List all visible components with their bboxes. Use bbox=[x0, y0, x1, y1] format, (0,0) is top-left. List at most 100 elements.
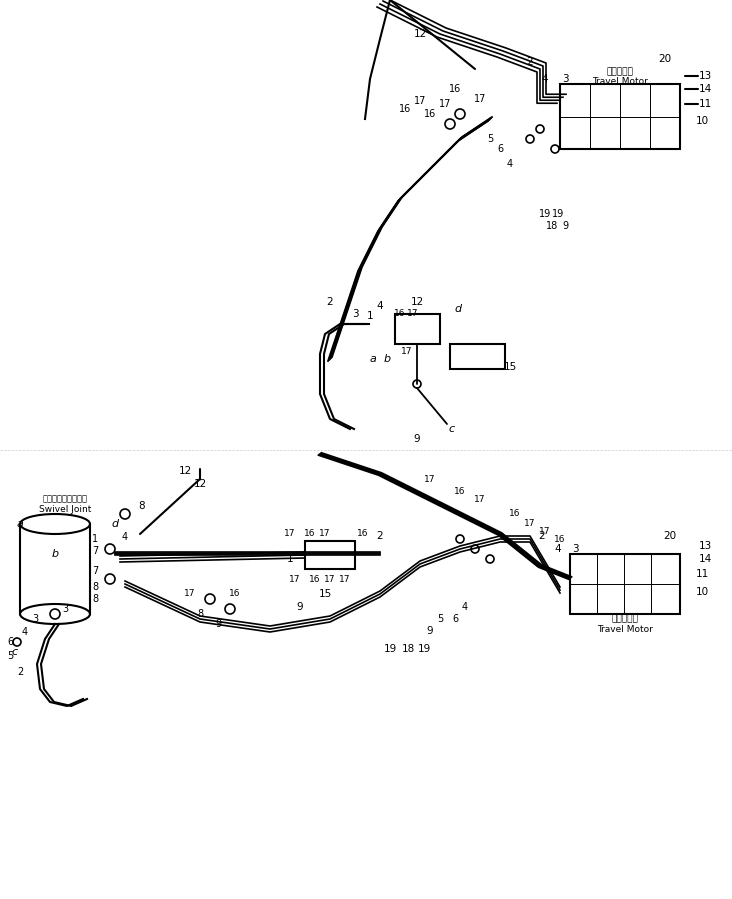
Text: 18: 18 bbox=[401, 644, 414, 654]
Text: 19: 19 bbox=[417, 644, 430, 654]
Text: 17: 17 bbox=[401, 348, 413, 357]
Text: d: d bbox=[455, 304, 462, 314]
Text: 9: 9 bbox=[215, 619, 221, 629]
Text: 15: 15 bbox=[504, 362, 517, 372]
Text: 19: 19 bbox=[384, 644, 397, 654]
Bar bbox=[395, 314, 440, 344]
Text: 6: 6 bbox=[7, 637, 13, 647]
Text: 3: 3 bbox=[351, 309, 358, 319]
Text: 17: 17 bbox=[324, 574, 336, 583]
Text: 16: 16 bbox=[395, 308, 406, 317]
Text: 4: 4 bbox=[462, 602, 468, 612]
Text: 3: 3 bbox=[561, 74, 568, 84]
Text: b: b bbox=[51, 549, 59, 559]
Text: 8: 8 bbox=[92, 594, 98, 604]
Text: a: a bbox=[17, 519, 23, 529]
Text: 17: 17 bbox=[524, 520, 536, 529]
Text: 10: 10 bbox=[695, 116, 709, 126]
Text: 走行モータ: 走行モータ bbox=[607, 67, 633, 76]
Text: 2: 2 bbox=[377, 531, 384, 541]
Text: 16: 16 bbox=[309, 574, 321, 583]
Text: 16: 16 bbox=[455, 487, 466, 496]
Bar bbox=[450, 344, 505, 369]
Text: 16: 16 bbox=[509, 510, 520, 519]
Text: 8: 8 bbox=[92, 582, 98, 592]
Text: 12: 12 bbox=[193, 479, 206, 489]
Text: 10: 10 bbox=[695, 587, 709, 597]
Text: 3: 3 bbox=[572, 544, 578, 554]
Text: 4: 4 bbox=[507, 159, 513, 169]
Text: 2: 2 bbox=[17, 667, 23, 677]
Text: 16: 16 bbox=[399, 104, 411, 114]
Text: 16: 16 bbox=[305, 529, 315, 538]
Bar bbox=[305, 541, 355, 569]
Text: 12: 12 bbox=[414, 29, 427, 39]
Text: d: d bbox=[111, 519, 119, 529]
Text: 4: 4 bbox=[555, 544, 561, 554]
Text: 17: 17 bbox=[319, 529, 331, 538]
Text: a: a bbox=[370, 354, 376, 364]
Text: 3: 3 bbox=[62, 604, 68, 614]
Text: 17: 17 bbox=[474, 94, 486, 104]
Text: 18: 18 bbox=[546, 221, 558, 231]
Text: 17: 17 bbox=[284, 529, 296, 538]
Text: 8: 8 bbox=[197, 609, 203, 619]
Text: 4: 4 bbox=[542, 74, 548, 84]
Text: 13: 13 bbox=[698, 71, 712, 81]
Text: Swivel Joint: Swivel Joint bbox=[39, 504, 92, 513]
Text: 16: 16 bbox=[424, 109, 436, 119]
Bar bbox=[560, 84, 680, 149]
Text: 12: 12 bbox=[411, 297, 424, 307]
Text: 6: 6 bbox=[452, 614, 458, 624]
Text: Travel Motor: Travel Motor bbox=[592, 76, 648, 85]
Text: 19: 19 bbox=[539, 209, 551, 219]
Text: 2: 2 bbox=[539, 531, 545, 541]
Text: 17: 17 bbox=[539, 528, 550, 537]
Text: 5: 5 bbox=[437, 614, 443, 624]
Bar bbox=[570, 554, 680, 614]
Text: 17: 17 bbox=[425, 475, 436, 484]
Text: 19: 19 bbox=[552, 209, 564, 219]
Text: 7: 7 bbox=[92, 546, 98, 556]
Text: 14: 14 bbox=[698, 84, 712, 94]
Text: 3: 3 bbox=[32, 614, 38, 624]
Text: 15: 15 bbox=[318, 589, 332, 599]
Text: スイベルジョイント: スイベルジョイント bbox=[42, 494, 88, 503]
Text: 1: 1 bbox=[287, 554, 294, 564]
Text: 6: 6 bbox=[497, 144, 503, 154]
Text: 16: 16 bbox=[449, 84, 461, 94]
Text: 4: 4 bbox=[122, 532, 128, 542]
Text: 12: 12 bbox=[179, 466, 192, 476]
Text: 9: 9 bbox=[414, 434, 420, 444]
Text: Travel Motor: Travel Motor bbox=[597, 625, 653, 634]
Text: 9: 9 bbox=[296, 602, 303, 612]
Text: c: c bbox=[449, 424, 455, 434]
Text: 14: 14 bbox=[698, 554, 712, 564]
Text: 7: 7 bbox=[92, 566, 98, 576]
Text: 17: 17 bbox=[438, 99, 451, 109]
Text: 11: 11 bbox=[695, 569, 709, 579]
Text: 17: 17 bbox=[184, 590, 195, 599]
Text: 4: 4 bbox=[377, 301, 384, 311]
Text: 20: 20 bbox=[663, 531, 676, 541]
Text: 2: 2 bbox=[326, 297, 333, 307]
Text: 17: 17 bbox=[407, 308, 419, 317]
Text: 17: 17 bbox=[474, 494, 486, 503]
Text: 20: 20 bbox=[659, 54, 671, 64]
Text: 1: 1 bbox=[367, 311, 373, 321]
Text: 8: 8 bbox=[138, 501, 146, 511]
Text: 5: 5 bbox=[487, 134, 493, 144]
Text: 16: 16 bbox=[357, 529, 369, 538]
Text: 16: 16 bbox=[229, 590, 241, 599]
Text: 16: 16 bbox=[554, 535, 566, 544]
Text: b: b bbox=[384, 354, 391, 364]
Text: c: c bbox=[12, 647, 18, 657]
Text: 17: 17 bbox=[289, 574, 301, 583]
Text: 9: 9 bbox=[562, 221, 568, 231]
Text: 17: 17 bbox=[339, 574, 351, 583]
Text: 17: 17 bbox=[414, 96, 426, 106]
Text: 1: 1 bbox=[92, 534, 98, 544]
Text: 4: 4 bbox=[22, 627, 28, 637]
Text: 走行モータ: 走行モータ bbox=[611, 615, 638, 624]
Text: 5: 5 bbox=[7, 651, 13, 661]
